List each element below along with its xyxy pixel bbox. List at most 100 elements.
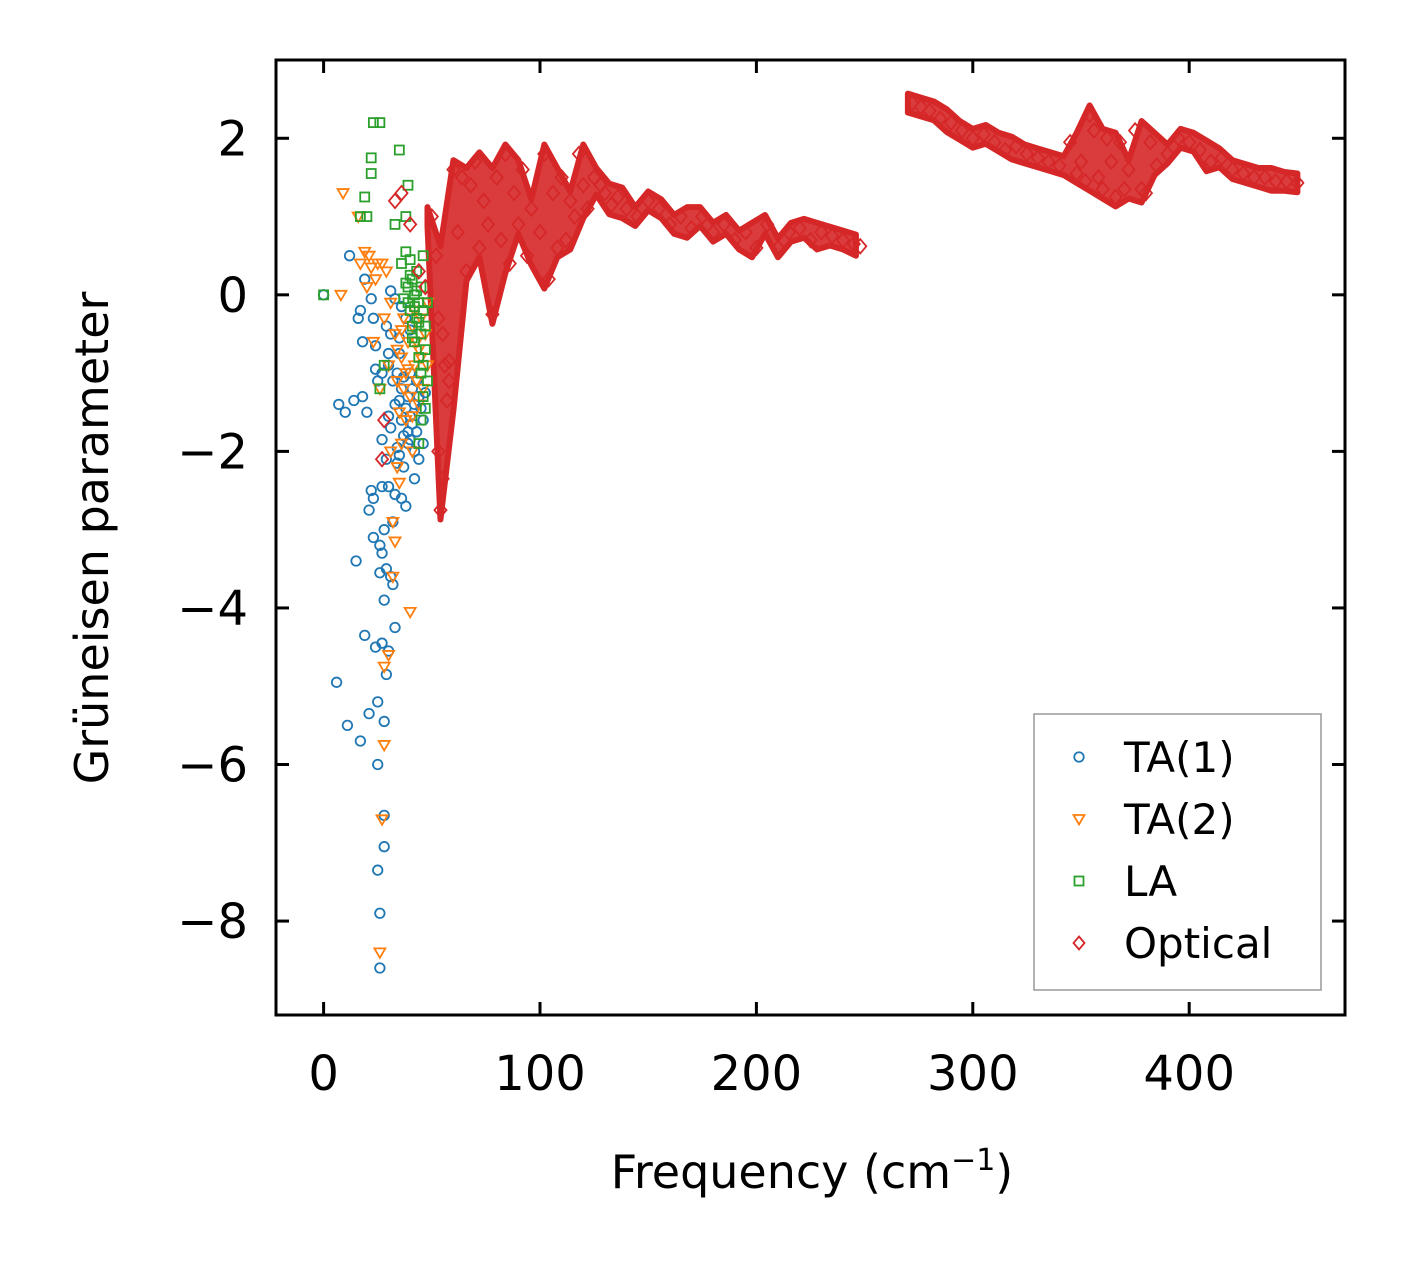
ta1-point (343, 250, 356, 262)
y-tick-label: 2 (217, 111, 248, 167)
ta1-point (354, 735, 367, 747)
la-point (402, 297, 414, 309)
ta1-point (382, 347, 395, 360)
legend-markers (1071, 751, 1087, 951)
ta2-point (353, 258, 368, 271)
optical-point (431, 442, 446, 460)
optical-point (402, 215, 418, 233)
ta1-point (354, 304, 367, 317)
la-point (415, 414, 427, 426)
axis-ticks (276, 60, 1345, 1015)
optical-point (532, 223, 548, 241)
optical-point (537, 145, 552, 163)
ta2-point (364, 262, 379, 275)
optical-point (571, 145, 587, 163)
optical-point (489, 168, 504, 186)
ta1-point (385, 285, 397, 297)
ta1-point (387, 578, 399, 591)
optical-point (485, 305, 500, 323)
ta1-point (367, 312, 380, 324)
ta2-point (387, 329, 403, 342)
optical-point (524, 200, 539, 218)
optical-point (933, 110, 948, 128)
optical-point (597, 184, 613, 202)
ta1-point (389, 621, 401, 634)
ta2-point (394, 438, 409, 451)
x-tick-label: 100 (494, 1046, 586, 1102)
optical-point (853, 237, 868, 255)
y-tick-label: −4 (177, 581, 248, 637)
x-axis-title-main: Frequency (cm (611, 1145, 951, 1199)
optical-point (1138, 184, 1154, 202)
la-point (365, 168, 377, 179)
optical-point (727, 231, 742, 249)
ta2-point (374, 258, 390, 271)
ta1-point (359, 273, 371, 285)
x-tick-label: 200 (711, 1046, 803, 1102)
ta1-point (378, 715, 390, 728)
optical-point (610, 188, 626, 206)
legend-label-ta1: TA(1) (1123, 733, 1235, 782)
optical-point (454, 168, 470, 186)
optical-point (954, 121, 970, 139)
optical-point (1246, 168, 1262, 186)
optical-point (1112, 133, 1128, 151)
optical-point (738, 223, 753, 241)
optical-point (437, 356, 453, 374)
optical-point (770, 239, 786, 257)
optical-point (792, 219, 807, 237)
optical-point (1117, 180, 1132, 198)
optical-point (439, 391, 455, 410)
optical-point (541, 270, 556, 288)
la-point (411, 285, 423, 297)
y-tick-label: −6 (177, 738, 248, 794)
legend-marker-optical (1072, 935, 1086, 951)
optical-point (759, 215, 775, 233)
ta1-point (367, 492, 380, 505)
ta2-point (394, 325, 409, 338)
ta1-point (372, 758, 384, 771)
la-point (393, 144, 405, 156)
ta2-point (392, 407, 407, 420)
optical-point (1225, 161, 1240, 179)
optical-point (922, 102, 937, 120)
x-axis-title-superscript: −1 (951, 1143, 995, 1178)
ta2-point (381, 650, 396, 663)
ta2-point (383, 446, 398, 459)
optical-point (580, 200, 595, 218)
ta1-point (341, 719, 354, 732)
optical-point (476, 192, 491, 210)
la-point (417, 250, 429, 262)
x-axis-title-end: ) (995, 1145, 1013, 1199)
ta2-point (377, 661, 392, 674)
optical-point (998, 141, 1013, 159)
optical-point (1069, 164, 1084, 183)
ta1-point (365, 484, 377, 497)
ta2-point (405, 446, 420, 459)
optical-point (1099, 129, 1115, 147)
optical-point (695, 208, 710, 226)
optical-point (515, 161, 530, 179)
optical-point (467, 153, 483, 171)
optical-point (976, 125, 991, 143)
optical-point (428, 247, 444, 265)
optical-point (459, 262, 474, 280)
la-point (413, 438, 425, 449)
la-point (419, 344, 431, 356)
ta1-point (376, 637, 388, 649)
x-tick-labels: 0 100 200 300 400 (308, 1046, 1235, 1102)
ta1-point (363, 707, 375, 720)
optical-point (651, 200, 667, 218)
ta2-point (403, 391, 418, 404)
optical-point (463, 176, 478, 194)
ta1-point (393, 449, 405, 461)
ta1-point (374, 907, 386, 919)
optical-point (558, 231, 574, 249)
ta2-point (390, 344, 405, 357)
optical-point (498, 145, 513, 163)
ta1-point (363, 504, 375, 516)
legend-marker-ta1 (1073, 751, 1085, 763)
optical-point (1091, 168, 1106, 186)
ta1-point (382, 480, 395, 493)
